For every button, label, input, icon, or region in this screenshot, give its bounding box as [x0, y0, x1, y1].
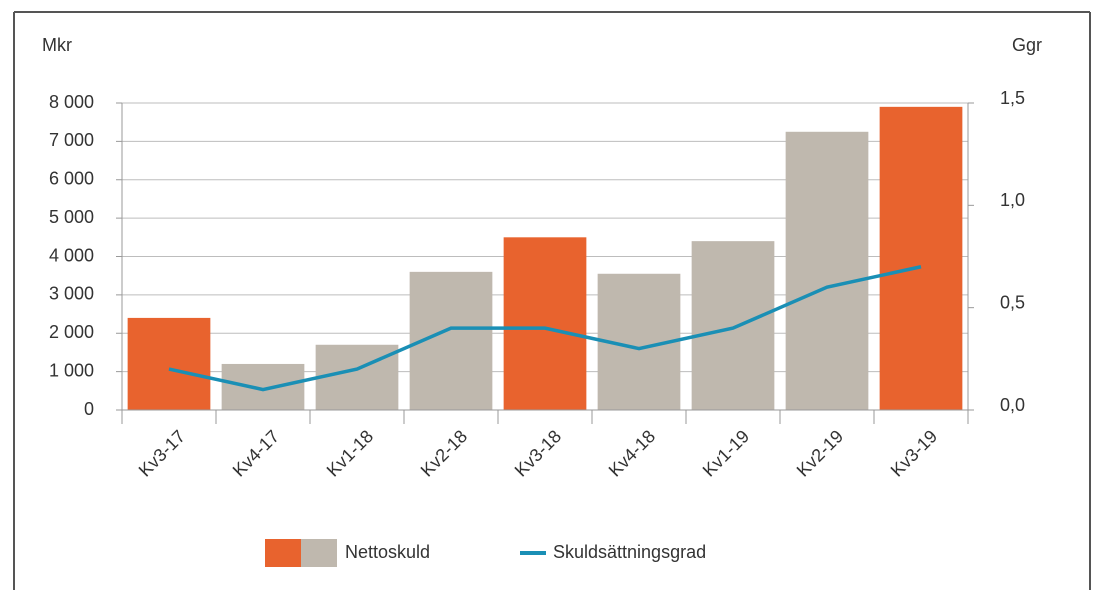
y-tick-label: 6 000	[49, 169, 94, 189]
x-tick-label: Kv1-18	[323, 426, 377, 480]
y-tick-label: 8 000	[49, 92, 94, 112]
line	[168, 265, 922, 392]
bar	[503, 237, 587, 410]
legend-swatch	[265, 539, 301, 567]
bar	[691, 241, 775, 410]
y2-tick-label: 1,5	[1000, 88, 1025, 108]
x-tick-label: Kv3-17	[135, 426, 189, 480]
y-tick-label: 4 000	[49, 245, 94, 265]
y2-tick-label: 0,5	[1000, 292, 1025, 312]
bar	[785, 131, 869, 410]
x-tick-label: Kv2-18	[417, 426, 471, 480]
y-tick-label: 5 000	[49, 207, 94, 227]
x-tick-label: Kv3-19	[887, 426, 941, 480]
x-tick-label: Kv1-19	[699, 426, 753, 480]
y-tick-label: 1 000	[49, 360, 94, 380]
y2-tick-label: 1,0	[1000, 190, 1025, 210]
legend-swatch	[301, 539, 337, 567]
legend-label: Skuldsättningsgrad	[553, 542, 706, 562]
bar	[221, 363, 305, 410]
legend-label: Nettoskuld	[345, 542, 430, 562]
x-tick-label: Kv3-18	[511, 426, 565, 480]
x-tick-label: Kv4-17	[229, 426, 283, 480]
bar	[879, 106, 963, 411]
x-tick-label: Kv2-19	[793, 426, 847, 480]
y2-axis-label: Ggr	[1012, 35, 1042, 55]
x-tick-label: Kv4-18	[605, 426, 659, 480]
y-tick-label: 0	[84, 399, 94, 419]
y-tick-label: 7 000	[49, 130, 94, 150]
bar	[127, 317, 211, 410]
y2-tick-label: 0,0	[1000, 395, 1025, 415]
y-tick-label: 3 000	[49, 284, 94, 304]
bar	[315, 344, 399, 410]
y-axis-label: Mkr	[42, 35, 72, 55]
y-tick-label: 2 000	[49, 322, 94, 342]
